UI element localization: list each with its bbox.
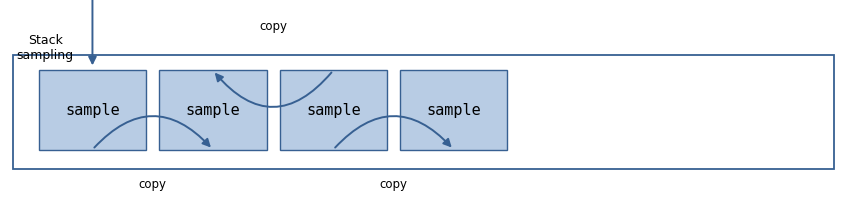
Bar: [39, 70, 146, 150]
Text: sample: sample: [427, 103, 481, 117]
Text: sample: sample: [306, 103, 360, 117]
Text: Stack
sampling: Stack sampling: [16, 34, 74, 62]
Bar: [280, 70, 387, 150]
Text: copy: copy: [379, 178, 408, 191]
Bar: [400, 70, 507, 150]
Bar: [159, 70, 267, 150]
Text: sample: sample: [65, 103, 120, 117]
Bar: [13, 55, 834, 169]
Text: sample: sample: [186, 103, 240, 117]
Text: copy: copy: [259, 20, 287, 33]
Text: copy: copy: [138, 178, 167, 191]
